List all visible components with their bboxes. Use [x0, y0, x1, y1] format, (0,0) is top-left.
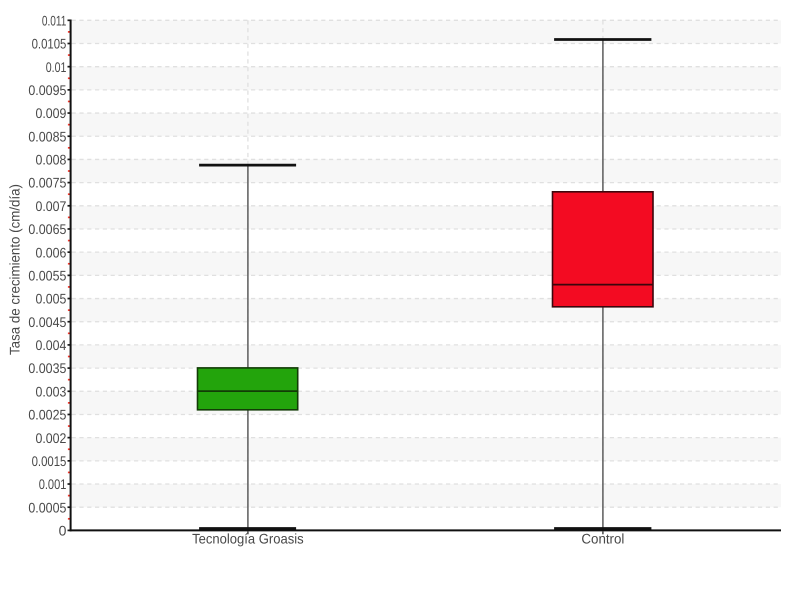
svg-text:0.011: 0.011 [42, 12, 67, 28]
svg-text:Tasa de crecimiento (cm/día): Tasa de crecimiento (cm/día) [7, 184, 23, 355]
svg-text:0.007: 0.007 [36, 198, 67, 214]
svg-text:0.0105: 0.0105 [32, 36, 67, 52]
svg-text:0.0035: 0.0035 [28, 360, 66, 376]
svg-text:Tecnología Groasis: Tecnología Groasis [192, 531, 304, 547]
svg-text:0.0075: 0.0075 [28, 175, 66, 191]
svg-text:0.009: 0.009 [36, 105, 67, 121]
svg-text:0.0055: 0.0055 [28, 267, 66, 283]
svg-text:0.005: 0.005 [36, 291, 67, 307]
svg-text:0.0085: 0.0085 [28, 128, 66, 144]
svg-text:0.0065: 0.0065 [28, 221, 66, 237]
svg-text:0.002: 0.002 [36, 430, 67, 446]
svg-text:0.01: 0.01 [46, 59, 67, 75]
svg-text:0.0025: 0.0025 [28, 407, 66, 423]
svg-text:0.008: 0.008 [36, 152, 67, 168]
svg-text:0.0015: 0.0015 [32, 453, 67, 469]
svg-text:0: 0 [59, 523, 67, 539]
svg-text:0.0045: 0.0045 [28, 314, 66, 330]
svg-text:0.0005: 0.0005 [28, 499, 66, 515]
svg-text:0.003: 0.003 [36, 383, 67, 399]
svg-text:0.001: 0.001 [39, 476, 67, 492]
svg-text:Control: Control [581, 531, 624, 547]
svg-text:0.006: 0.006 [36, 244, 67, 260]
svg-text:0.0095: 0.0095 [28, 82, 66, 98]
svg-text:0.004: 0.004 [36, 337, 67, 353]
